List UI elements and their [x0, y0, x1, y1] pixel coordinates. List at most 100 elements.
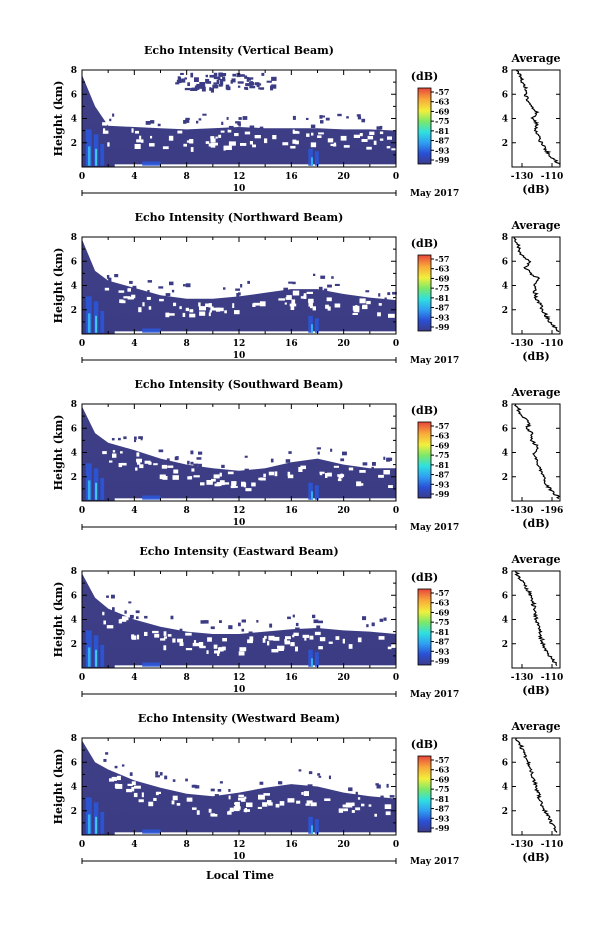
gap-cell — [104, 287, 110, 291]
echo-speckle — [111, 438, 115, 441]
profile-x-tick-label: -130 — [511, 172, 534, 182]
gap-cell — [340, 135, 347, 141]
gap-cell — [327, 306, 331, 311]
strong-echo — [314, 652, 319, 667]
strong-echo — [87, 814, 91, 834]
gap-cell — [172, 795, 178, 801]
echo-speckle — [106, 275, 110, 279]
y-tick-label: 8 — [71, 734, 77, 744]
echo-speckle — [118, 437, 121, 441]
echo-speckle — [241, 619, 246, 623]
gap-cell — [131, 634, 135, 639]
gap-cell — [233, 806, 240, 812]
colorbar — [417, 755, 432, 833]
echo-speckle — [194, 785, 200, 789]
gap-cell — [144, 631, 148, 636]
gap-cell — [305, 803, 310, 806]
strong-echo — [87, 647, 91, 667]
gap-cell — [131, 294, 136, 299]
gap-cell — [278, 298, 285, 301]
gap-cell — [234, 133, 239, 137]
gap-cell — [218, 647, 222, 652]
gap-cell — [282, 142, 289, 146]
upper-echo-cell — [249, 85, 256, 89]
profile-y-tick-label: 8 — [502, 734, 508, 744]
x-tick-label: 0 — [393, 506, 399, 516]
echo-speckle — [244, 455, 248, 458]
upper-echo-cell — [201, 86, 206, 92]
gap-cell — [173, 469, 179, 474]
gap-cell — [208, 143, 213, 147]
gap-cell — [214, 650, 220, 654]
date-label: May 2017 — [410, 356, 459, 366]
gap-cell — [208, 303, 212, 308]
echo-speckle — [123, 436, 127, 440]
gap-cell — [292, 139, 297, 144]
strong-echo — [95, 649, 98, 667]
upper-echo-cell — [244, 86, 248, 90]
profile-line — [513, 237, 560, 333]
gap-cell — [342, 804, 348, 808]
upper-echo-cell — [219, 80, 224, 86]
profile-x-label: (dB) — [522, 851, 549, 864]
echo-speckle — [313, 619, 319, 624]
x-tick-label: 16 — [285, 339, 298, 349]
gap-band — [114, 498, 396, 502]
echo-speckle — [328, 775, 331, 780]
echo-speckle — [147, 280, 152, 283]
gap-cell — [263, 473, 266, 477]
echo-speckle — [202, 113, 207, 116]
echo-speckle — [238, 622, 241, 627]
gap-cell — [327, 472, 332, 477]
colorbar-tick-label: -75 — [435, 617, 449, 627]
gap-cell — [193, 640, 197, 644]
gap-cell — [215, 307, 221, 312]
gap-cell — [122, 616, 129, 621]
x-tick-label: 12 — [233, 840, 246, 850]
x-tick-label: 12 — [233, 339, 246, 349]
strong-echo — [100, 645, 105, 667]
gap-cell — [319, 471, 323, 476]
gap-cell — [246, 802, 253, 808]
gap-cell — [137, 459, 141, 465]
gap-cell — [161, 464, 167, 469]
gap-cell — [308, 298, 314, 303]
strong-echo — [142, 495, 161, 500]
gap-cell — [258, 794, 265, 800]
echo-speckle — [383, 456, 386, 460]
gap-cell — [115, 784, 123, 789]
gap-cell — [227, 811, 232, 815]
colorbar-unit: (dB) — [411, 738, 438, 751]
profile-x-tick-label: -110 — [541, 673, 564, 683]
strong-echo — [311, 825, 313, 834]
gap-cell — [157, 791, 161, 794]
strong-echo — [100, 144, 105, 166]
echo-speckle — [217, 789, 222, 792]
colorbar-tick-label: -99 — [435, 322, 450, 332]
gap-cell — [185, 648, 193, 651]
gap-cell — [262, 637, 266, 643]
colorbar-tick-label: -81 — [435, 627, 449, 637]
echo-speckle — [316, 447, 321, 450]
y-tick-label: 8 — [71, 400, 77, 410]
echo-speckle — [308, 771, 313, 775]
gap-cell — [302, 634, 310, 638]
strong-echo — [87, 313, 91, 333]
echo-region — [82, 573, 396, 668]
upper-echo-cell — [190, 87, 194, 91]
x-tick-label: 0 — [393, 840, 399, 850]
gap-cell — [292, 290, 300, 296]
gap-cell — [335, 636, 340, 640]
strong-echo — [95, 816, 98, 834]
gap-band — [114, 164, 396, 168]
colorbar-tick-label: -99 — [435, 155, 450, 165]
profile-x-tick-label: -130 — [511, 339, 534, 349]
upper-echo-cell — [175, 82, 180, 85]
profile-y-tick-label: 4 — [502, 783, 508, 793]
gap-cell — [214, 483, 220, 487]
echo-speckle — [165, 293, 171, 297]
echo-speckle — [228, 125, 234, 130]
echo-speckle — [190, 461, 194, 465]
gap-cell — [189, 313, 196, 318]
gap-cell — [120, 618, 127, 622]
